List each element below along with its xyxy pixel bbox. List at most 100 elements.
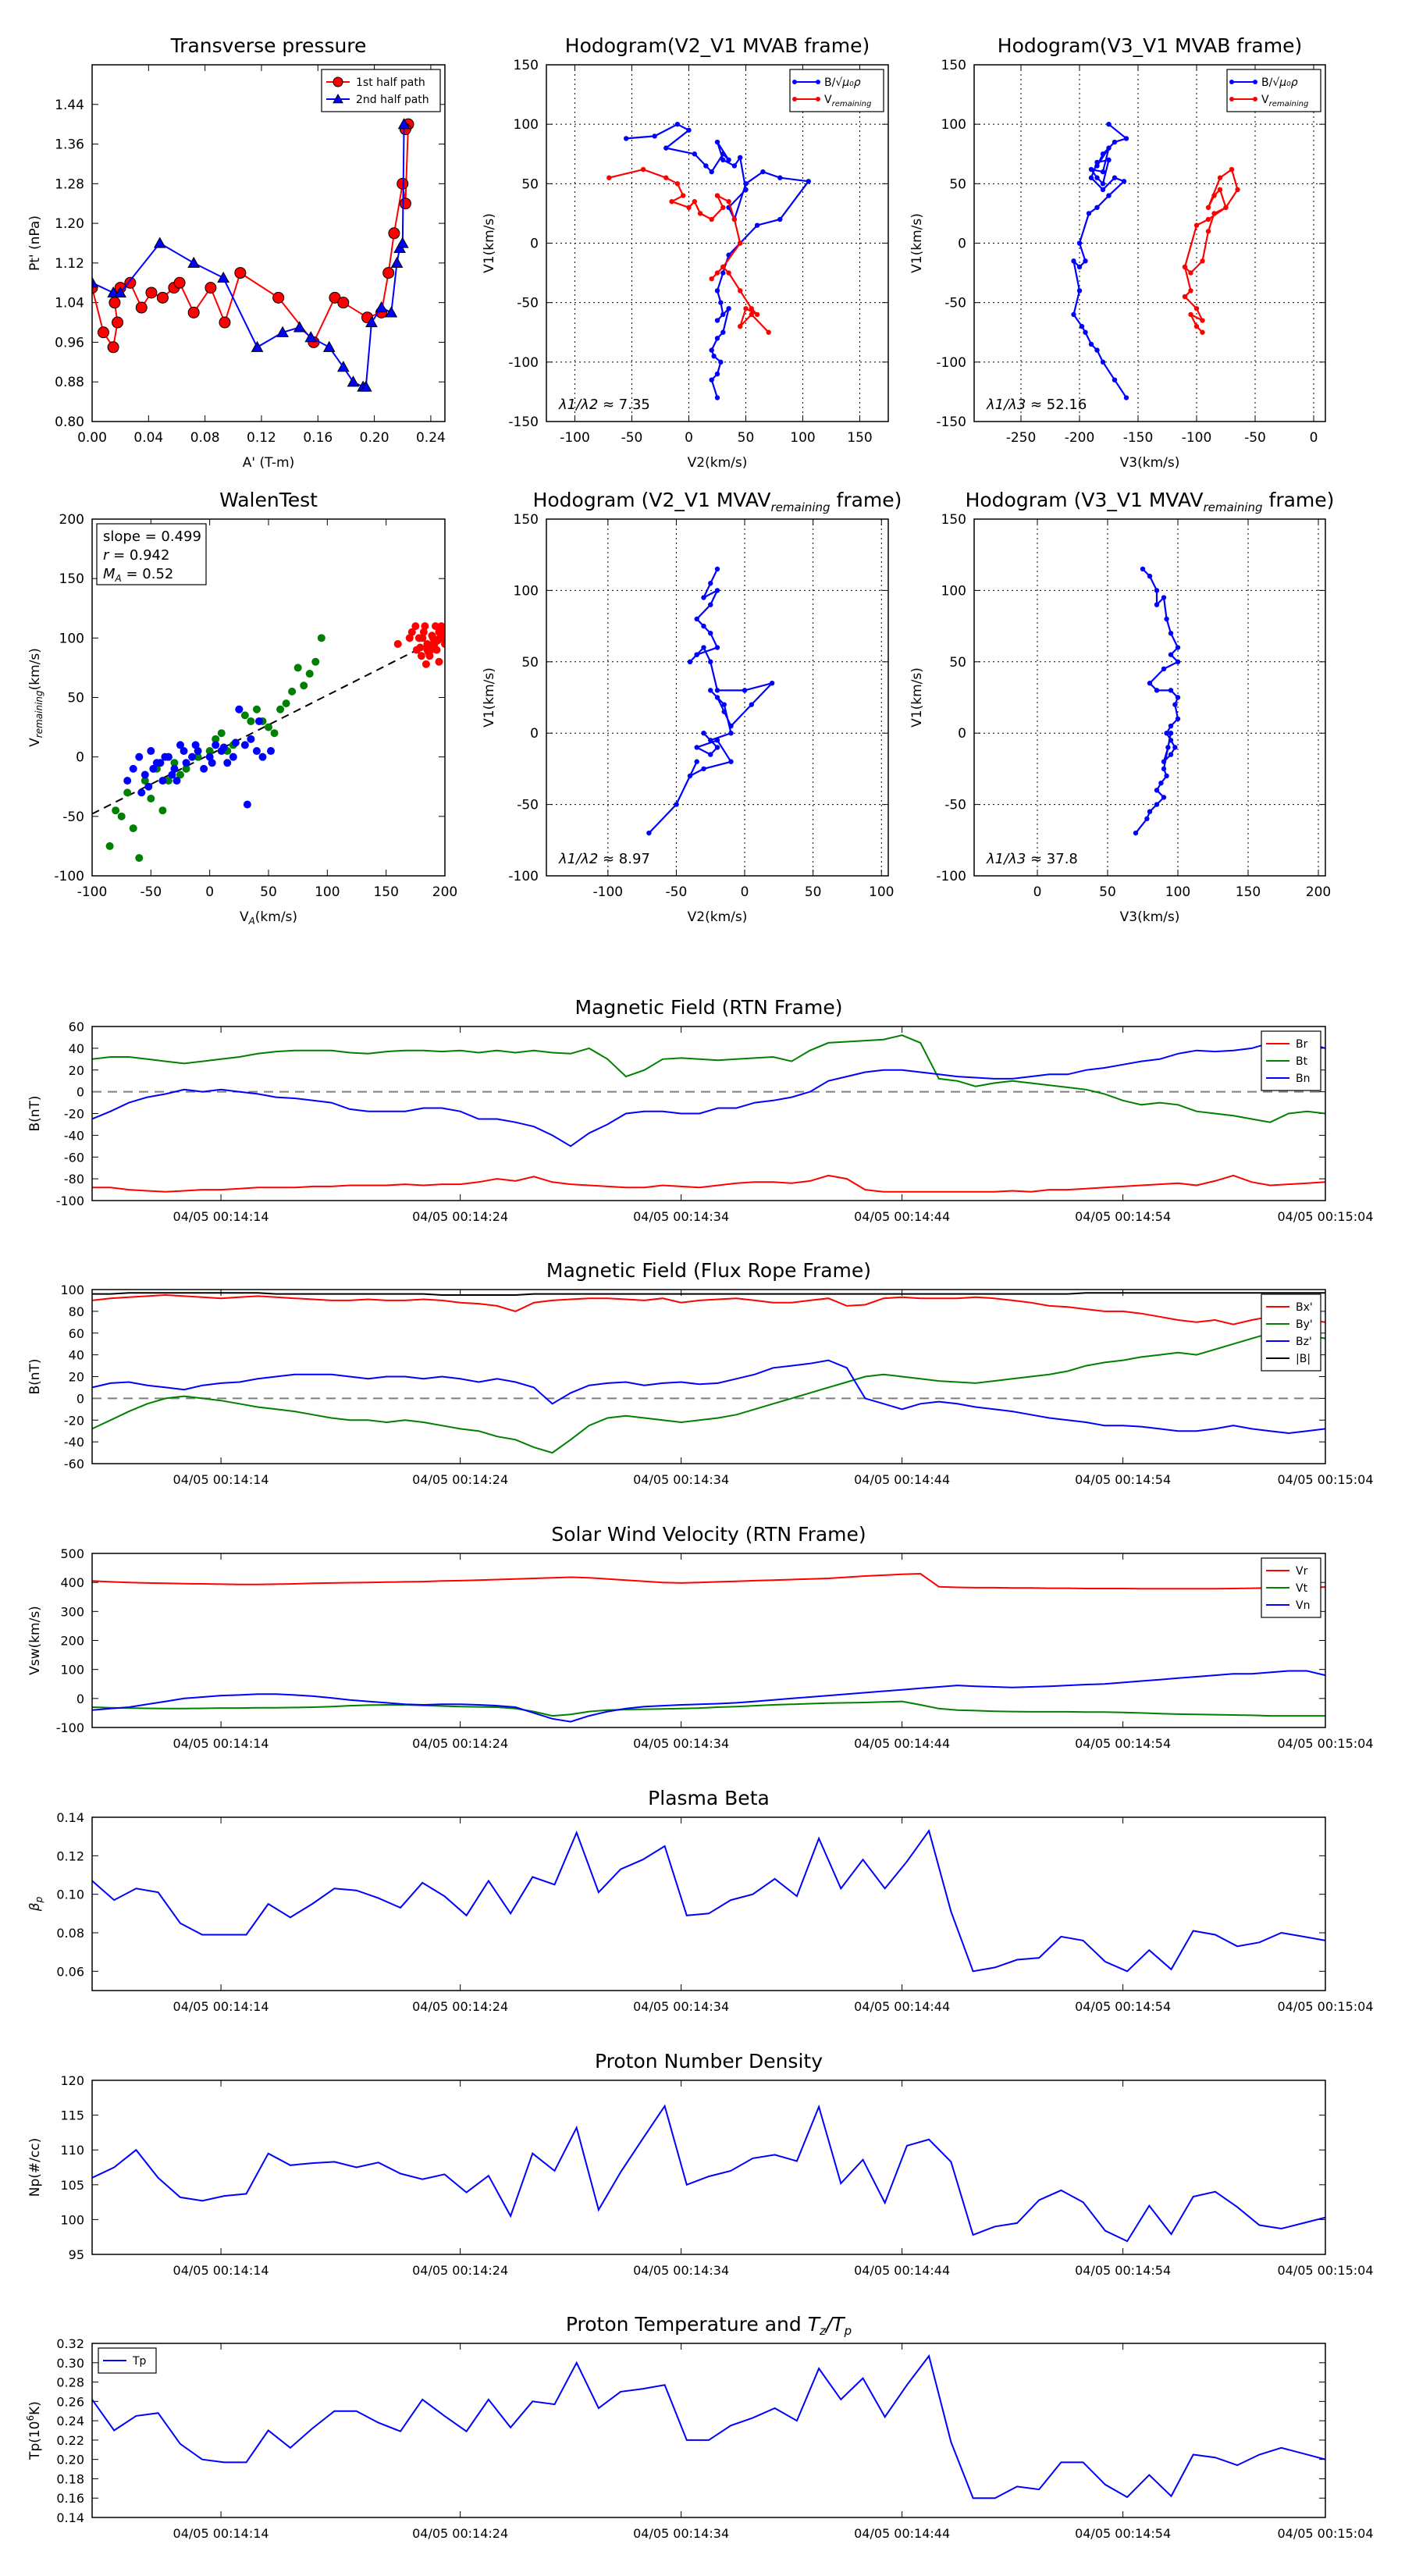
data-point [333, 76, 343, 87]
data-point [194, 753, 202, 761]
data-point [1211, 193, 1217, 198]
data-point [687, 773, 693, 779]
data-point [267, 747, 276, 756]
data-point [714, 336, 720, 341]
x-tick-label: 50 [1099, 884, 1116, 900]
y-tick-label: 20 [69, 1370, 84, 1385]
data-point [135, 301, 148, 314]
y-tick-label: 1.04 [55, 296, 84, 311]
y-tick-label: 80 [69, 1304, 84, 1319]
label-part: (km/s) [27, 648, 43, 690]
y-tick-label: 50 [949, 655, 966, 671]
data-point [153, 237, 166, 248]
x-tick-label: 04/05 00:14:44 [854, 1736, 950, 1751]
y-tick-label: 150 [514, 58, 539, 73]
x-tick-label: 04/05 00:14:54 [1075, 1209, 1171, 1224]
x-tick-label: 04/05 00:14:54 [1075, 1999, 1171, 2014]
y-tick-label: 60 [69, 1326, 84, 1341]
chart-title: Plasma Beta [648, 1787, 770, 1809]
y-tick-label: 1.28 [55, 176, 84, 192]
data-point [1193, 323, 1200, 329]
data-point [396, 237, 409, 248]
data-point [1175, 659, 1181, 664]
y-tick-label: 0.26 [56, 2394, 84, 2409]
y-tick-label: 40 [69, 1041, 84, 1056]
data-point [1154, 588, 1160, 593]
data-point [674, 121, 681, 127]
series-line-Vt [92, 1700, 1325, 1717]
data-point [1229, 166, 1235, 173]
y-tick-label: -50 [62, 809, 84, 825]
data-point [777, 216, 783, 222]
data-point [624, 136, 629, 141]
data-point [258, 753, 267, 761]
data-point [419, 628, 428, 636]
data-point [145, 286, 158, 299]
y-tick-label: 150 [59, 571, 84, 587]
data-point [435, 657, 443, 666]
data-point [108, 297, 121, 309]
data-point [749, 306, 754, 311]
data-point [1112, 139, 1118, 145]
x-tick-label: 04/05 00:14:24 [412, 2526, 508, 2541]
x-tick-label: 0 [1033, 884, 1042, 900]
data-point [252, 705, 261, 713]
data-point [714, 688, 720, 693]
y-tick-label: 40 [69, 1348, 84, 1363]
y-tick-label: -60 [64, 1150, 84, 1165]
data-point [1217, 175, 1223, 180]
data-point [1112, 175, 1118, 180]
data-point [714, 270, 720, 276]
data-point [816, 97, 820, 101]
plot-area [1133, 566, 1181, 836]
data-point [140, 770, 149, 779]
eigenvalue-ratio: λ1/λ3 ≈ 52.16 [986, 397, 1087, 413]
y-tick-label: 1.44 [55, 98, 84, 113]
data-point [749, 702, 754, 707]
data-point [728, 759, 734, 764]
data-point [1106, 121, 1112, 127]
plot-frame [91, 1553, 1326, 1728]
x-tick-label: 0 [685, 430, 693, 446]
label-superscript: 6 [25, 2415, 36, 2421]
data-point [1147, 809, 1153, 814]
legend-label: Bz' [1296, 1336, 1312, 1348]
data-point [663, 145, 669, 151]
x-tick-label: 200 [432, 884, 457, 900]
x-tick-label: 200 [1306, 884, 1331, 900]
data-point [1188, 288, 1193, 294]
data-point [1200, 329, 1205, 335]
data-point [265, 723, 272, 731]
data-point [188, 753, 197, 761]
y-tick-label: 0.24 [56, 2414, 84, 2428]
data-point [231, 738, 240, 747]
data-point [720, 151, 726, 157]
y-tick-label: 1.12 [55, 256, 84, 272]
y-axis-label: V1(km/s) [909, 667, 925, 728]
plot-area [92, 1292, 1325, 1454]
y-tick-label: 50 [521, 176, 539, 192]
y-tick-label: 100 [941, 583, 966, 599]
y-tick-label: 0 [76, 1692, 84, 1706]
chart-title: Magnetic Field (Flux Rope Frame) [546, 1259, 871, 1282]
data-point [431, 622, 439, 631]
data-point [1071, 311, 1076, 318]
data-point [1175, 716, 1181, 722]
label-part: = 0.52 [122, 566, 174, 582]
data-point [105, 841, 114, 850]
y-axis-label: B(nT) [27, 1358, 43, 1394]
data-point [382, 267, 395, 279]
stats-box [96, 523, 207, 585]
data-point [652, 133, 657, 139]
title-part: frame) [1263, 489, 1335, 511]
y-tick-label: -100 [936, 355, 966, 371]
label-part: (km/s) [255, 909, 297, 925]
data-point [254, 717, 263, 725]
series-line-Bt [92, 1034, 1325, 1123]
plot-frame [546, 64, 889, 422]
y-tick-label: 0.14 [56, 2510, 84, 2525]
data-point [1164, 731, 1169, 736]
data-point [726, 157, 731, 163]
series-line-Bz' [92, 1359, 1325, 1435]
y-tick-label: 500 [60, 1546, 84, 1561]
